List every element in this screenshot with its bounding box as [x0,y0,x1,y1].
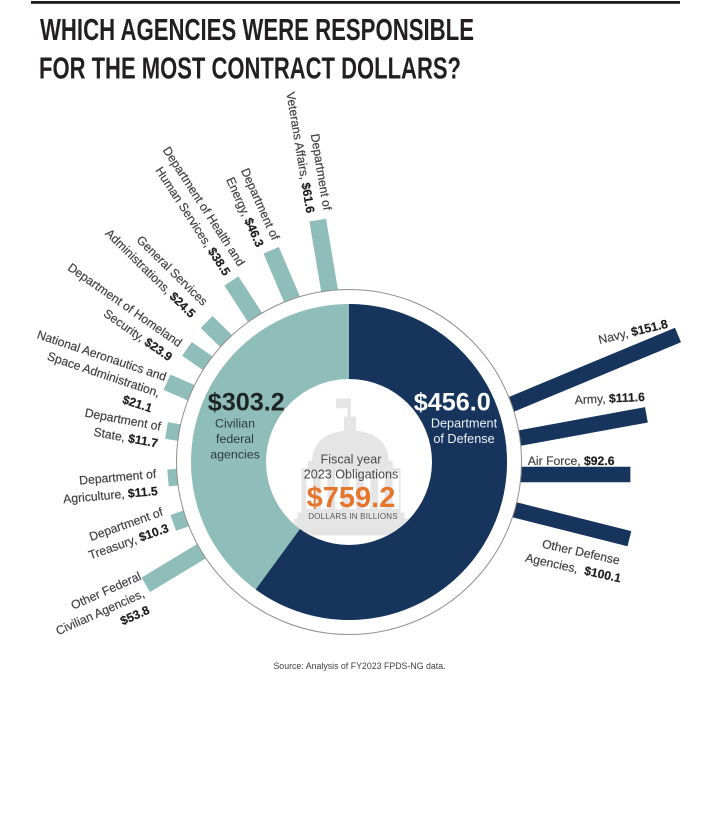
svg-text:Civilian: Civilian [215,417,255,431]
svg-text:Fiscal year: Fiscal year [321,452,382,466]
svg-text:Source: Analysis of FY2023 FPD: Source: Analysis of FY2023 FPDS-NG data. [273,661,445,671]
svg-text:of Defense: of Defense [433,432,494,446]
svg-text:FOR THE MOST CONTRACT DOLLARS?: FOR THE MOST CONTRACT DOLLARS? [39,52,461,86]
svg-text:$303.2: $303.2 [208,388,285,416]
svg-text:Air Force, $92.6: Air Force, $92.6 [528,454,615,468]
svg-text:2023 Obligations: 2023 Obligations [304,467,399,481]
svg-text:federal: federal [216,432,254,446]
svg-text:$456.0: $456.0 [414,388,491,416]
svg-text:DOLLARS IN BILLIONS: DOLLARS IN BILLIONS [308,512,398,521]
svg-text:$759.2: $759.2 [307,482,396,514]
svg-text:agencies: agencies [210,448,260,462]
svg-text:Army, $111.6: Army, $111.6 [574,390,645,407]
svg-text:WHICH AGENCIES WERE RESPONSIBL: WHICH AGENCIES WERE RESPONSIBLE [40,13,474,47]
svg-text:Department: Department [431,417,498,431]
